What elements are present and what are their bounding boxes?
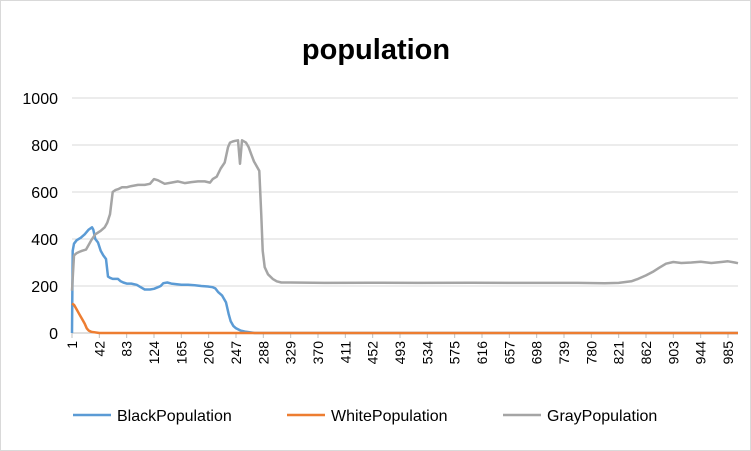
- x-tick-label: 83: [119, 341, 135, 357]
- y-tick-label: 600: [31, 185, 58, 202]
- legend: BlackPopulation WhitePopulation GrayPopula…: [73, 408, 657, 425]
- x-tick-label: 657: [501, 341, 517, 365]
- series-line-BlackPopulation: [70, 226, 738, 335]
- x-tick-label: 862: [638, 341, 654, 365]
- x-axis-ticks: 1 42 83 124 165 206 247 288 329 370 411 452 493 534 57…: [64, 341, 736, 365]
- x-tick-label: 493: [392, 341, 408, 365]
- x-tick-label: 903: [665, 341, 681, 365]
- y-tick-label: 200: [31, 279, 58, 296]
- x-tick-label: 206: [201, 341, 217, 365]
- series-line-WhitePopulation: [71, 302, 738, 335]
- x-tick-label: 370: [310, 341, 326, 365]
- x-tick-label: 616: [474, 341, 490, 365]
- x-tick-label: 329: [283, 341, 299, 365]
- y-axis-ticks: 0 200 400 600 800 1000: [22, 91, 58, 343]
- x-tick-label: 534: [419, 341, 435, 365]
- series-lines: [70, 139, 739, 335]
- legend-label-BlackPopulation: BlackPopulation: [117, 408, 232, 425]
- y-tick-label: 0: [49, 326, 58, 343]
- x-tick-label: 247: [228, 341, 244, 365]
- x-tick-label: 165: [173, 341, 189, 365]
- y-tick-label: 800: [31, 138, 58, 155]
- legend-label-WhitePopulation: WhitePopulation: [331, 408, 448, 425]
- gridlines: [72, 97, 738, 287]
- x-tick-label: 411: [337, 341, 353, 364]
- x-tick-label: 985: [720, 341, 736, 365]
- x-tick-label: 1: [64, 341, 80, 349]
- x-tick-label: 452: [365, 341, 381, 365]
- x-tick-label: 780: [583, 341, 599, 365]
- y-tick-label: 1000: [22, 91, 58, 108]
- x-tick-label: 288: [255, 341, 271, 365]
- x-tick-label: 944: [693, 341, 709, 365]
- legend-label-GrayPopulation: GrayPopulation: [547, 408, 657, 425]
- y-tick-label: 400: [31, 232, 58, 249]
- x-tick-label: 124: [146, 341, 162, 365]
- x-tick-label: 821: [611, 341, 627, 365]
- x-tick-label: 739: [556, 341, 572, 365]
- x-tick-label: 42: [91, 341, 107, 357]
- chart-title: population: [302, 34, 450, 66]
- series-line-GrayPopulation: [70, 139, 739, 291]
- x-tick-label: 575: [447, 341, 463, 365]
- x-tick-label: 698: [529, 341, 545, 365]
